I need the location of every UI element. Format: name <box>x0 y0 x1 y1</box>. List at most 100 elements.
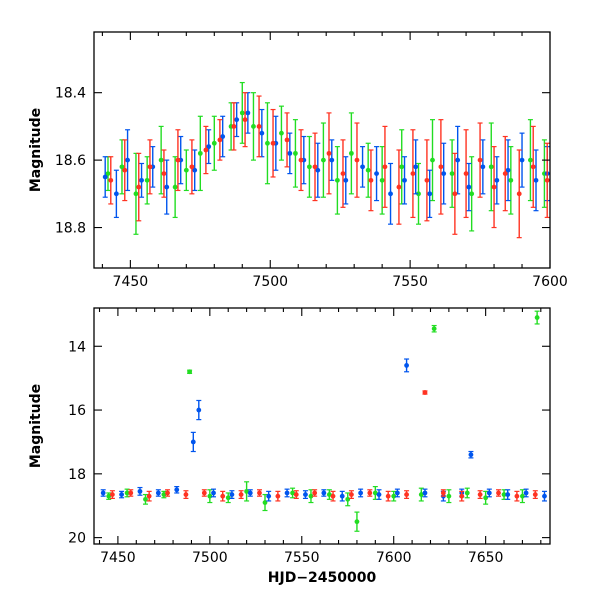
bottom-data-point <box>174 487 180 493</box>
top-data-point <box>105 171 111 177</box>
top-data-point <box>133 191 139 197</box>
bottom-data-point <box>201 490 207 496</box>
bottom-data-point <box>514 493 520 499</box>
bottom-data-point <box>422 390 428 395</box>
top-y-tick-label: 18.8 <box>55 221 86 237</box>
bottom-data-point <box>266 493 272 499</box>
top-data-point <box>544 177 550 183</box>
bottom-panel-frame <box>93 307 551 545</box>
top-data-point <box>374 171 379 177</box>
bottom-data-point <box>534 315 540 320</box>
top-y-axis-label: Magnitude <box>28 108 44 192</box>
bottom-data-point <box>446 493 452 499</box>
top-data-point <box>164 184 170 190</box>
bottom-data-point <box>486 490 492 496</box>
bottom-data-point <box>440 490 446 496</box>
bottom-data-point <box>247 490 253 496</box>
top-data-point <box>402 177 407 183</box>
bottom-data-point <box>187 369 193 375</box>
bottom-panel-marks <box>100 310 547 532</box>
top-data-point <box>348 150 354 156</box>
top-panel: 7450 7500 7550 7600 18.4 18.6 18.8 Magnitude <box>28 31 568 290</box>
top-data-point <box>396 184 402 190</box>
bottom-data-point <box>520 493 525 499</box>
top-panel-marks <box>102 81 550 239</box>
bottom-data-point <box>483 495 489 501</box>
bottom-data-point <box>229 492 235 497</box>
top-data-point <box>108 177 114 183</box>
bottom-data-point <box>106 493 112 499</box>
bottom-data-point <box>290 490 295 496</box>
bottom-data-point <box>385 493 391 499</box>
top-x-tick-label: 7550 <box>392 274 428 290</box>
bottom-data-point <box>284 490 290 496</box>
bottom-data-point <box>330 493 336 499</box>
top-data-point <box>320 157 326 163</box>
bottom-data-point <box>358 490 364 496</box>
bottom-x-tick-label: 7450 <box>100 550 136 566</box>
top-data-point <box>463 171 469 177</box>
bottom-data-point <box>308 493 314 499</box>
bottom-data-point <box>532 492 538 497</box>
top-data-point <box>449 171 455 177</box>
top-data-point <box>251 124 256 129</box>
bottom-y-axis-label: Magnitude <box>28 384 44 468</box>
top-x-tick-label: 7500 <box>252 274 288 290</box>
bottom-data-point <box>372 490 378 496</box>
bottom-x-axis-label: HJD−2450000 <box>268 570 377 586</box>
top-data-point <box>125 157 130 163</box>
top-data-point <box>139 177 144 183</box>
top-data-point <box>438 164 444 170</box>
bottom-data-point <box>477 492 483 497</box>
top-data-point <box>161 171 167 177</box>
top-data-point <box>284 137 290 143</box>
bottom-x-tick-label: 7550 <box>284 550 320 566</box>
top-data-point <box>379 177 385 183</box>
top-data-point <box>245 110 251 116</box>
top-data-point <box>206 144 212 150</box>
top-data-point <box>494 177 500 183</box>
bottom-data-point <box>312 490 318 496</box>
top-data-point <box>399 164 405 170</box>
top-data-point <box>307 164 312 170</box>
top-data-point <box>279 130 284 136</box>
top-data-point <box>469 191 475 197</box>
top-data-point <box>175 157 181 163</box>
bottom-data-point <box>128 490 134 496</box>
top-data-point <box>430 157 435 163</box>
bottom-data-point <box>349 492 354 497</box>
top-data-point <box>234 117 240 123</box>
top-data-point <box>340 171 346 177</box>
top-data-point <box>312 164 318 170</box>
top-data-point <box>452 191 458 197</box>
bottom-data-point <box>339 493 345 499</box>
top-data-point <box>172 184 178 190</box>
top-data-point <box>293 150 298 156</box>
top-data-point <box>183 167 189 173</box>
bottom-data-point <box>190 439 196 445</box>
top-data-point <box>203 147 209 153</box>
bottom-data-point <box>367 490 373 496</box>
top-data-point <box>343 177 349 183</box>
top-data-point <box>530 164 536 170</box>
top-data-point <box>259 130 265 136</box>
bottom-data-point <box>523 490 529 496</box>
bottom-y-tick-label: 16 <box>68 403 86 419</box>
top-y-tick-label: 18.6 <box>55 153 86 169</box>
bottom-data-point <box>109 492 115 497</box>
top-data-point <box>508 177 514 183</box>
top-data-point <box>533 177 539 183</box>
top-data-point <box>410 171 416 177</box>
bottom-data-point <box>124 490 130 496</box>
bottom-data-point <box>321 490 327 496</box>
bottom-data-point <box>238 492 244 497</box>
bottom-data-point <box>100 490 106 496</box>
top-data-point <box>211 140 217 146</box>
top-data-point <box>144 177 150 183</box>
bottom-data-point <box>542 493 547 499</box>
top-data-point <box>354 157 360 163</box>
top-data-point <box>298 157 304 163</box>
top-data-point <box>147 164 153 170</box>
bottom-data-point <box>418 492 424 497</box>
